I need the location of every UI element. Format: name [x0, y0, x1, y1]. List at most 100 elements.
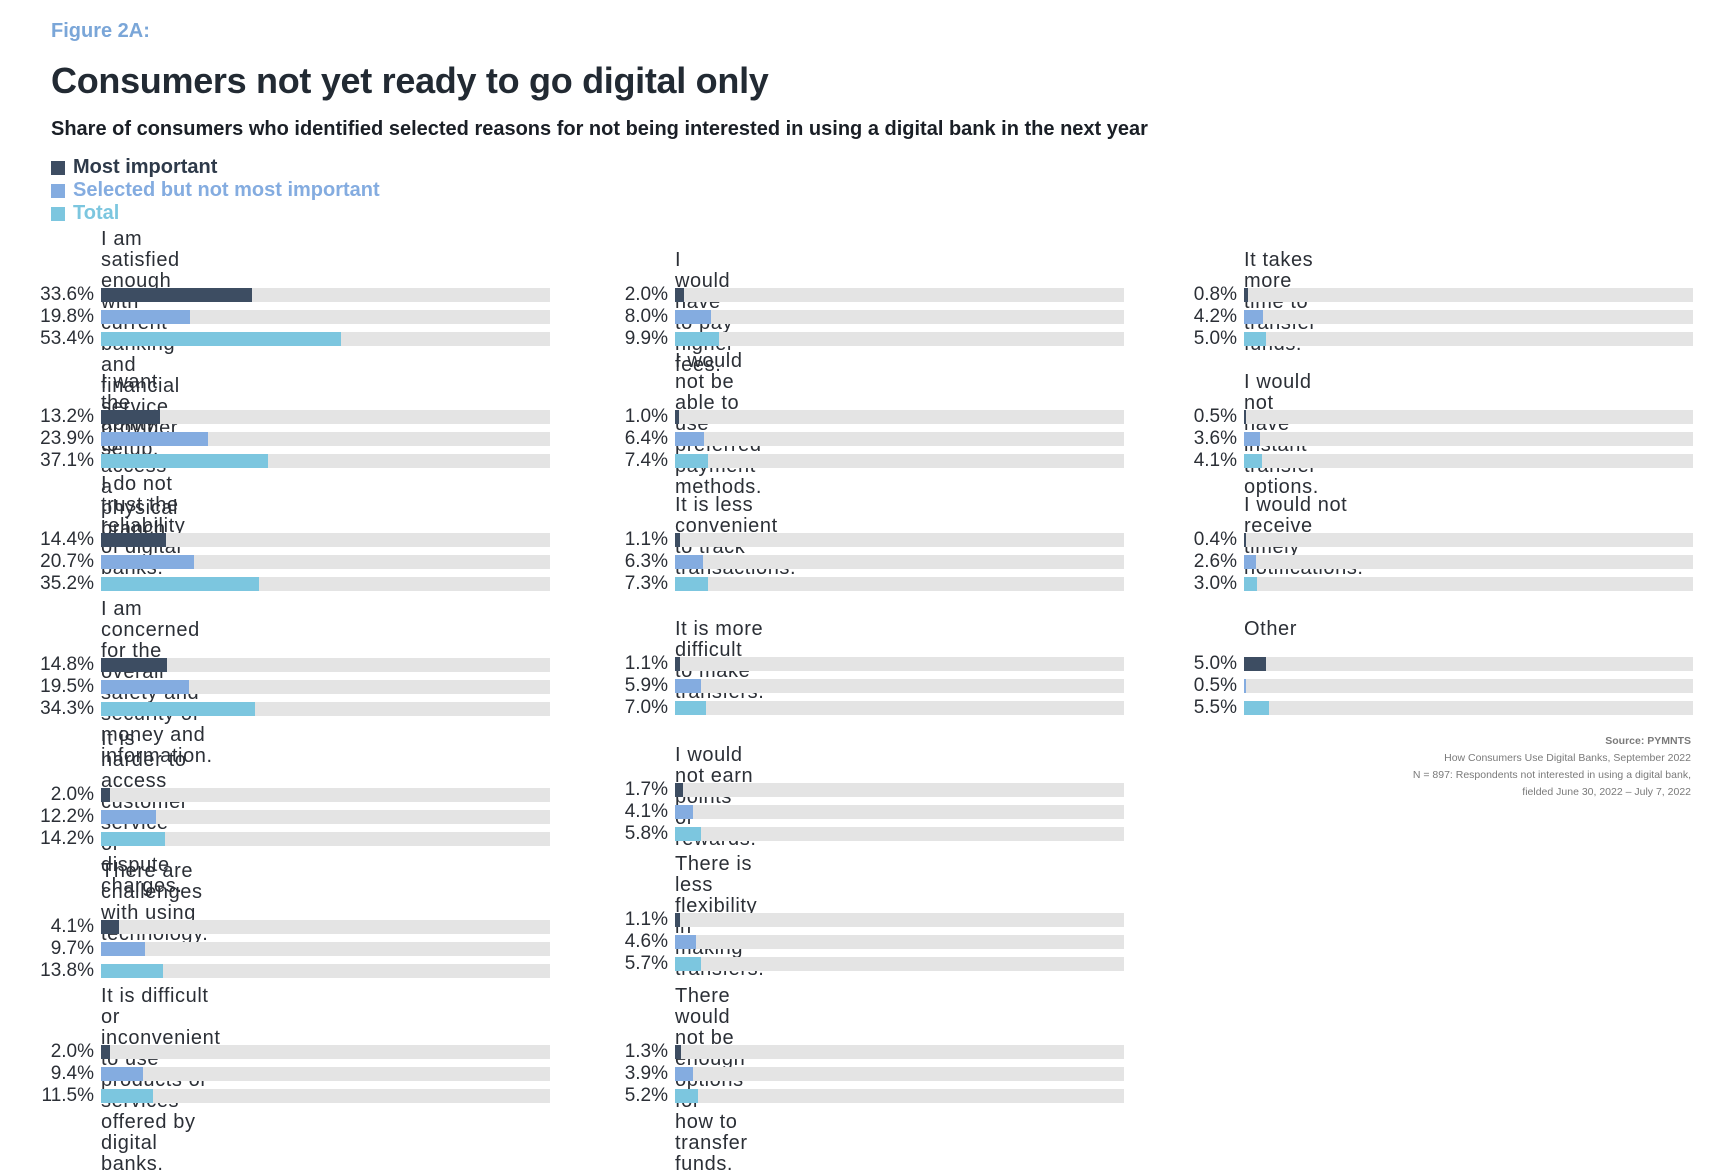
bar — [675, 1045, 681, 1059]
legend-label: Selected but not most important — [73, 179, 380, 201]
bar-track — [675, 310, 1124, 324]
bar-value-label: 14.8% — [40, 654, 94, 675]
bar-track — [101, 658, 550, 672]
bar-row: 5.8% — [625, 824, 1124, 843]
bar — [101, 288, 252, 302]
bar-value-label: 2.0% — [50, 1041, 94, 1062]
legend-swatch — [51, 160, 65, 175]
bar — [101, 432, 209, 446]
bar — [1244, 432, 1261, 446]
reason-label-line: It is difficult or inconvenient to use — [101, 985, 221, 1070]
source-line: fielded June 30, 2022 – July 7, 2022 — [1522, 786, 1691, 798]
bar-track — [101, 1045, 550, 1059]
bar — [675, 577, 708, 591]
legend-label: Total — [73, 202, 120, 224]
bar-value-label: 6.3% — [624, 551, 668, 572]
bar — [101, 533, 166, 547]
bar — [101, 658, 168, 672]
bar-track — [675, 679, 1124, 693]
bar-value-label: 1.3% — [624, 1041, 668, 1062]
bar-row: 19.8% — [40, 307, 550, 326]
bar-value-label: 5.9% — [624, 675, 668, 696]
bar-track — [101, 680, 550, 694]
bar-track — [1244, 454, 1693, 468]
reason-label-line: dispute charges. — [101, 854, 183, 897]
bar — [675, 533, 680, 547]
bar-row: 1.1% — [625, 910, 1124, 929]
bar — [101, 942, 145, 956]
bar-row: 1.1% — [625, 530, 1124, 549]
bar-track — [675, 1067, 1124, 1081]
bar-track — [675, 701, 1124, 715]
reason-label: I would not be able to use preferredpaym… — [675, 351, 762, 498]
bar-row: 7.3% — [625, 574, 1124, 593]
bar — [675, 332, 720, 346]
bar-track — [1244, 555, 1693, 569]
bar — [101, 410, 161, 424]
bar — [675, 410, 680, 424]
bar-row: 19.5% — [40, 677, 550, 696]
bar-track — [1244, 679, 1693, 693]
bar-row: 11.5% — [42, 1086, 550, 1105]
bar-value-label: 5.0% — [1193, 653, 1237, 674]
bar — [101, 1089, 153, 1103]
legend-swatch — [51, 206, 65, 221]
bar — [1244, 577, 1258, 591]
reason-label: I do not trust the reliability of digita… — [101, 474, 185, 579]
bar-value-label: 0.4% — [1193, 529, 1237, 550]
bar-value-label: 9.9% — [624, 328, 668, 349]
bar-row: 14.2% — [40, 829, 550, 848]
bar-value-label: 12.2% — [40, 806, 94, 827]
bar-row: 12.2% — [40, 807, 550, 826]
bar-value-label: 5.2% — [624, 1085, 668, 1106]
bar — [1244, 533, 1246, 547]
bar-track — [1244, 577, 1693, 591]
bar-track — [101, 920, 550, 934]
bar-track — [675, 1089, 1124, 1103]
bar — [675, 1089, 699, 1103]
legend: Most important Selected but not most imp… — [51, 156, 380, 225]
bar-row: 9.4% — [51, 1064, 550, 1083]
bar — [101, 702, 255, 716]
chart-title: Consumers not yet ready to go digital on… — [51, 60, 769, 101]
bar-value-label: 7.4% — [624, 450, 668, 471]
bar — [1244, 288, 1248, 302]
bar-row: 2.6% — [1194, 552, 1693, 571]
bar-track — [675, 454, 1124, 468]
bar-value-label: 5.7% — [624, 953, 668, 974]
bar-value-label: 14.4% — [40, 529, 94, 550]
bar-value-label: 0.5% — [1193, 675, 1237, 696]
bar — [1244, 657, 1267, 671]
bar-track — [675, 783, 1124, 797]
bar-track — [101, 942, 550, 956]
bar-track — [675, 657, 1124, 671]
bar-track — [101, 1067, 550, 1081]
bar-value-label: 14.2% — [40, 828, 94, 849]
bar — [1244, 310, 1263, 324]
bar-track — [1244, 432, 1693, 446]
bar — [675, 288, 684, 302]
bar-row: 4.1% — [51, 917, 550, 936]
bar-value-label: 0.8% — [1193, 284, 1237, 305]
bar-row: 13.2% — [40, 407, 550, 426]
bar-value-label: 2.0% — [624, 284, 668, 305]
figure-label: Figure 2A: — [51, 20, 150, 42]
source-note: Source: PYMNTS How Consumers Use Digital… — [1413, 733, 1691, 801]
bar — [101, 964, 163, 978]
bar-track — [675, 913, 1124, 927]
bar-row: 3.0% — [1194, 574, 1693, 593]
bar — [1244, 454, 1263, 468]
bar-value-label: 5.0% — [1193, 328, 1237, 349]
bar-row: 5.9% — [625, 676, 1124, 695]
bar-track — [675, 410, 1124, 424]
bar-value-label: 0.5% — [1193, 406, 1237, 427]
bar-track — [101, 810, 550, 824]
bar-row: 9.7% — [51, 939, 550, 958]
bar — [1244, 555, 1256, 569]
bar-value-label: 3.6% — [1193, 428, 1237, 449]
bar-row: 2.0% — [625, 285, 1124, 304]
bar-value-label: 1.1% — [624, 653, 668, 674]
reason-label-line: how to transfer funds. — [675, 1111, 748, 1175]
bar-row: 7.0% — [625, 698, 1124, 717]
reason-label-line: products or services offered by digital … — [101, 1070, 207, 1175]
